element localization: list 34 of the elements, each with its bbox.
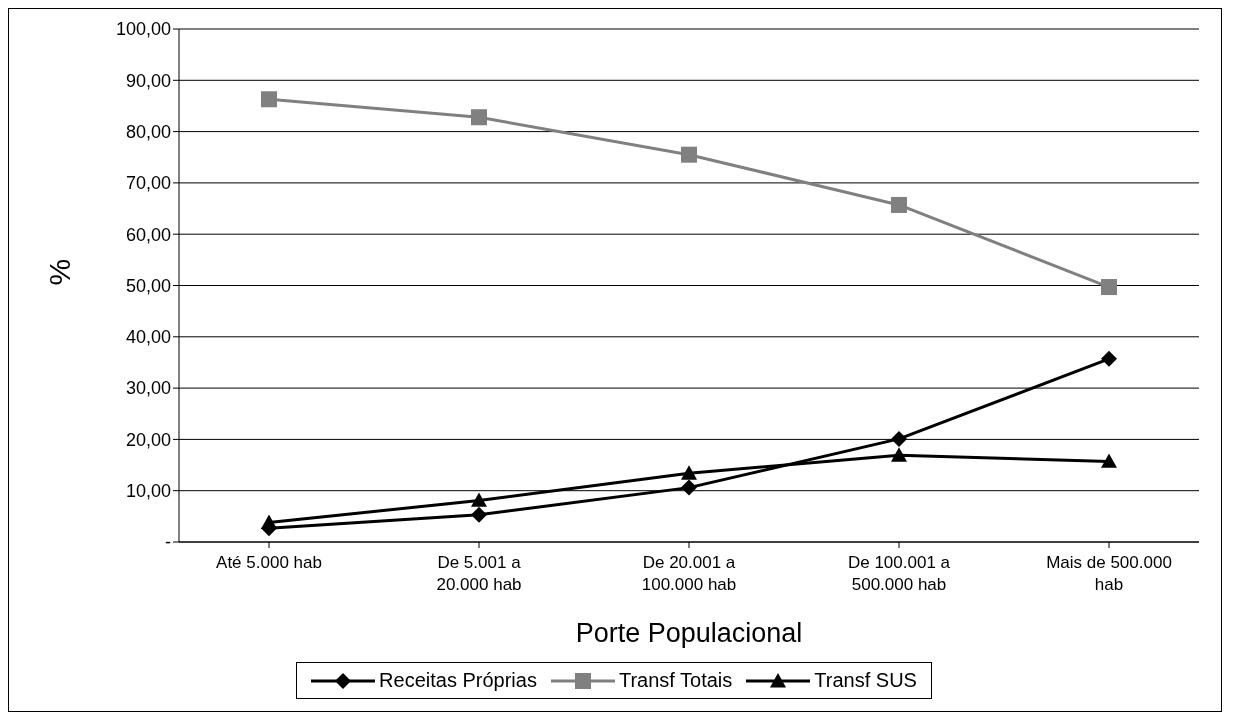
- point: [471, 492, 487, 507]
- point: [891, 430, 907, 447]
- point: [681, 465, 697, 480]
- point: [471, 109, 487, 126]
- y-axis-title: %: [42, 258, 76, 286]
- x-tick-label: De 20.001 a 100.000 hab: [641, 553, 737, 594]
- y-tick-label: 70,00: [125, 173, 171, 194]
- point: [681, 146, 697, 163]
- x-tick-label: De 5.001 a 20.000 hab: [436, 553, 522, 594]
- legend-label: Receitas Próprias: [379, 669, 537, 692]
- legend-label: Transf Totais: [618, 669, 733, 692]
- y-tick-label: 40,00: [125, 327, 171, 348]
- y-tick-label: 90,00: [125, 70, 171, 91]
- x-tick-label: Mais de 500.000 hab: [1046, 553, 1172, 594]
- point: [1101, 453, 1117, 468]
- point: [1101, 279, 1117, 296]
- point: [1101, 350, 1117, 367]
- x-axis-title: Porte Populacional: [575, 618, 803, 648]
- y-tick-label: 20,00: [125, 429, 171, 450]
- y-tick-label: 10,00: [125, 481, 171, 502]
- y-tick-label: 50,00: [125, 275, 171, 296]
- y-tick-label: 60,00: [125, 224, 171, 245]
- point: [891, 447, 907, 462]
- x-tick-label: Até 5.000 hab: [216, 553, 322, 572]
- y-tick-label: -: [165, 532, 171, 553]
- y-tick-label: 80,00: [125, 121, 171, 142]
- legend-label: Transf SUS: [814, 669, 917, 692]
- y-tick-label: 100,00: [115, 19, 171, 40]
- point: [681, 479, 697, 496]
- x-tick-label: De 100.001 a 500.000 hab: [847, 553, 951, 594]
- y-tick-label: 30,00: [125, 378, 171, 399]
- point: [261, 91, 277, 108]
- point: [471, 506, 487, 523]
- point: [891, 196, 907, 213]
